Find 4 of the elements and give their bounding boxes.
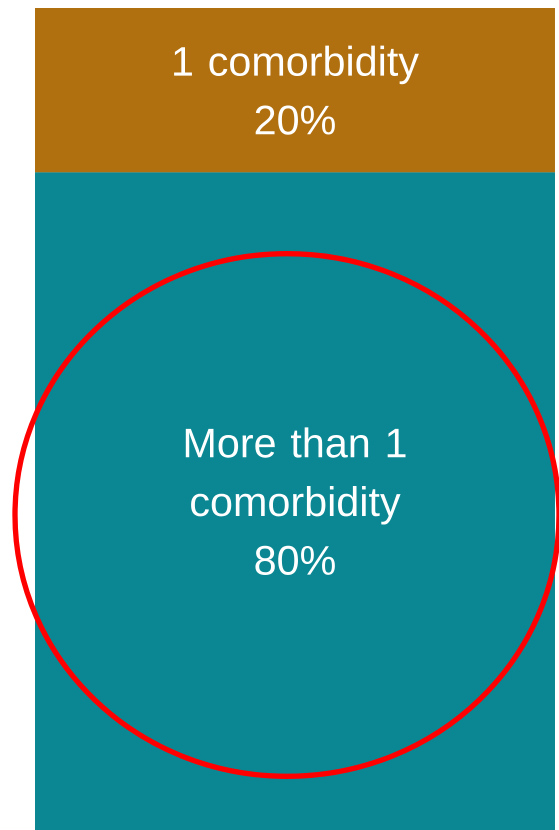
- series-label: 1 comorbidity: [174, 46, 419, 84]
- data-label: 20%: [256, 105, 335, 135]
- data-label: 80%: [255, 546, 335, 576]
- series-label: More than 1 comorbidity: [186, 427, 406, 525]
